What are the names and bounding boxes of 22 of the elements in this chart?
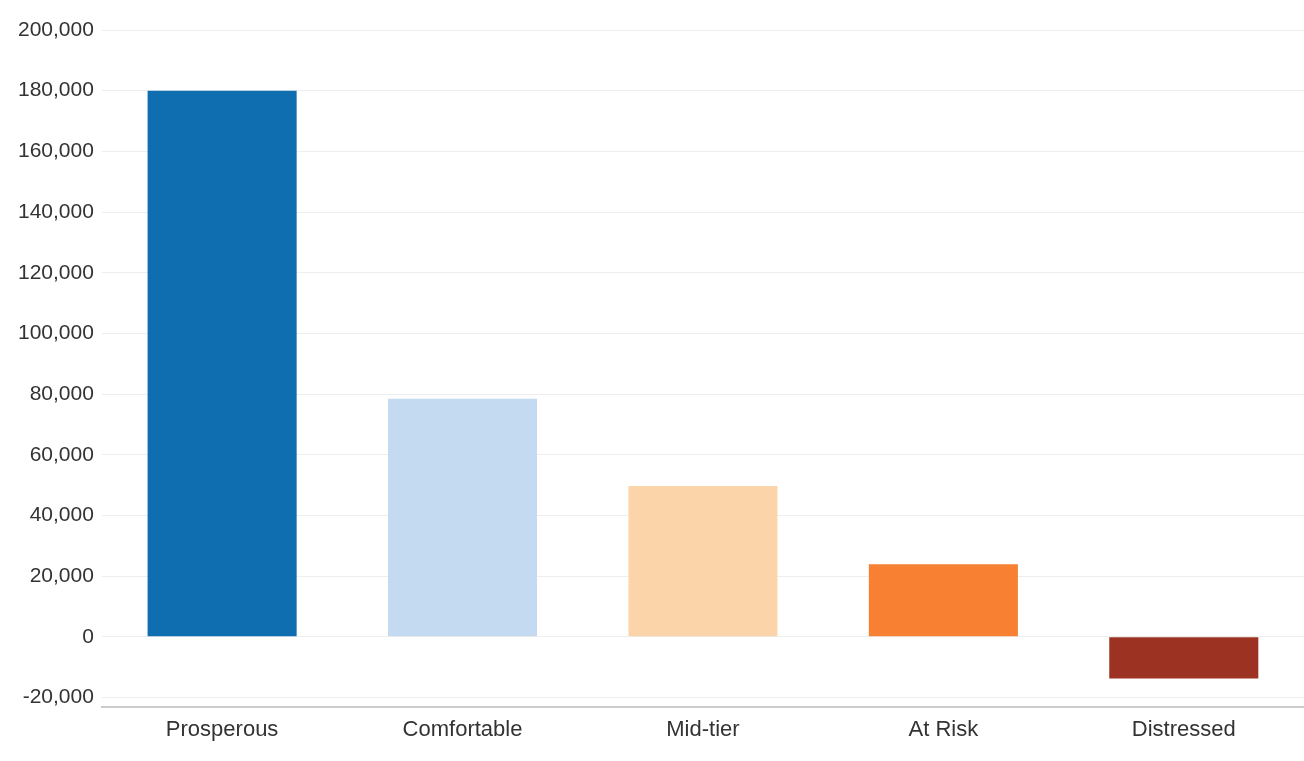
bar <box>147 90 297 637</box>
x-tick-label: Distressed <box>1131 715 1236 741</box>
y-tick-label: 200,000 <box>17 16 94 40</box>
bar <box>868 564 1018 637</box>
x-tick-label: Prosperous <box>165 715 279 741</box>
y-tick-label: 60,000 <box>29 441 94 465</box>
bar <box>628 486 778 637</box>
y-tick-label: 160,000 <box>17 138 94 162</box>
bar <box>388 398 538 637</box>
y-tick-label: 80,000 <box>29 380 94 404</box>
bar <box>1109 637 1259 679</box>
y-tick-label: 0 <box>82 623 94 647</box>
y-tick-label: 40,000 <box>29 502 94 526</box>
x-tick-label: Mid-tier <box>666 715 740 741</box>
y-tick-label: 100,000 <box>17 320 94 344</box>
y-tick-label: 120,000 <box>17 259 94 283</box>
y-tick-label: -20,000 <box>22 684 94 708</box>
y-tick-label: 180,000 <box>17 77 94 101</box>
y-tick-label: 140,000 <box>17 198 94 222</box>
y-tick-label: 20,000 <box>29 562 94 586</box>
x-tick-label: Comfortable <box>402 715 523 741</box>
x-tick-label: At Risk <box>908 715 980 741</box>
